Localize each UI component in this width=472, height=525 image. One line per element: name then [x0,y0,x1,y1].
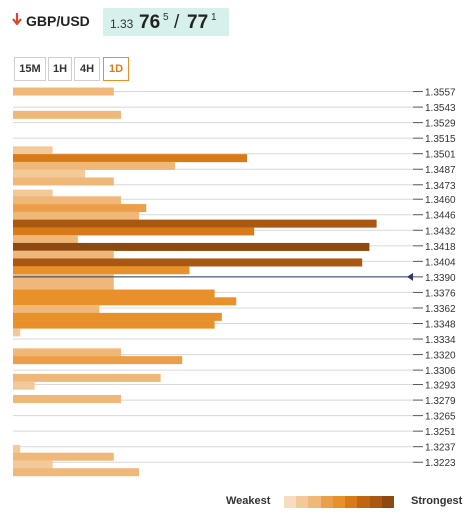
bid-main: 76 [139,12,161,33]
price-tick-label: 1.3557 [425,88,456,99]
confluence-bar [13,211,139,220]
legend-swatch [357,496,370,508]
price-tick-label: 1.3460 [425,195,456,206]
down-arrow-icon [12,13,22,26]
legend-swatch [332,496,346,508]
legend-swatch [320,496,333,508]
legend-swatch [308,496,321,508]
confluence-bar [13,250,114,259]
legend-swatch [345,496,358,508]
bid-superscript: 5 [163,12,169,23]
confluence-bar [13,468,139,477]
tab-1d[interactable]: 1D [103,57,129,81]
legend-color-scale [284,496,394,508]
ask-main: 77 [187,12,209,33]
price-tick-label: 1.3265 [425,412,456,423]
confluence-bar [13,348,121,357]
confluence-chart: 1.3557 1.3543 1.3529 1.3515 1.3501 1.3487 1.34… [13,87,456,477]
confluence-bar [13,373,161,382]
legend-swatch [296,496,309,508]
confluence-bar [13,394,121,403]
price-tick-label: 1.3473 [425,181,456,192]
confluence-bar [13,444,21,453]
price-tick-label: 1.3446 [425,211,456,222]
price-tick-label: 1.3515 [425,134,456,145]
confluence-bar [13,460,53,469]
price-tick-label: 1.3279 [425,396,456,407]
legend-strongest-label: Strongest [411,495,463,507]
ask-superscript: 1 [211,12,217,23]
price-tick-label: 1.3390 [425,273,456,284]
legend-swatch [284,496,297,508]
price-tick-label: 1.3529 [425,119,456,130]
confluence-bar [13,196,121,205]
confluence-bar [13,204,147,213]
price-tick-label: 1.3376 [425,288,456,299]
confluence-bar [13,177,114,186]
price-tick-label: 1.3320 [425,351,456,362]
confluence-bar [13,169,85,178]
price-tick-label: 1.3237 [425,443,456,454]
confluence-bar [13,305,100,314]
confluence-bar [13,189,53,198]
price-tick-label: 1.3487 [425,165,456,176]
confluence-bar [13,274,114,282]
confluence-bar [13,258,363,267]
price-tick-label: 1.3293 [425,381,456,392]
price-tick-label: 1.3432 [425,226,456,237]
tab-15m[interactable]: 15M [14,57,46,81]
confluence-bar [13,289,215,298]
confluence-bar [13,320,215,329]
confluence-bar [13,219,377,228]
price-tick-label: 1.3251 [425,427,456,438]
price-tick-label: 1.3418 [425,242,456,253]
confluence-bar [13,452,114,461]
confluence-bar [13,281,114,290]
current-price-marker [407,272,413,281]
confluence-bar [13,242,370,251]
price-tick-label: 1.3348 [425,320,456,331]
confluence-bar [13,381,35,390]
tab-1h[interactable]: 1H [48,57,72,81]
price-separator: / [174,12,180,33]
legend-swatch [369,496,382,508]
price-tick-label: 1.3404 [425,257,456,268]
confluence-bar [13,356,183,365]
legend-weakest-label: Weakest [226,495,271,507]
legend-swatch [381,496,394,508]
confluence-bar [13,328,21,337]
confluence-bar [13,161,175,170]
price-tick-label: 1.3501 [425,150,456,161]
confluence-bar [13,227,255,236]
strength-legend: Weakest Strongest [226,492,466,512]
bid-prefix: 1.33 [110,17,134,31]
price-tick-label: 1.3334 [425,335,456,346]
confluence-bar [13,110,121,119]
confluence-bar [13,154,247,163]
price-tick-label: 1.3306 [425,366,456,377]
tab-4h[interactable]: 4H [74,57,100,81]
confluence-bar [13,235,78,244]
quote-box: 1.33 76 5 / 77 1 [103,8,229,36]
confluence-bar [13,312,222,321]
confluence-bar [13,297,237,306]
price-tick-label: 1.3223 [425,458,456,469]
price-tick-label: 1.3362 [425,304,456,315]
confluence-bar [13,87,114,96]
currency-pair: GBP/USD [26,13,90,29]
confluence-bar [13,266,190,275]
confluence-bar [13,146,53,155]
price-tick-label: 1.3543 [425,103,456,114]
